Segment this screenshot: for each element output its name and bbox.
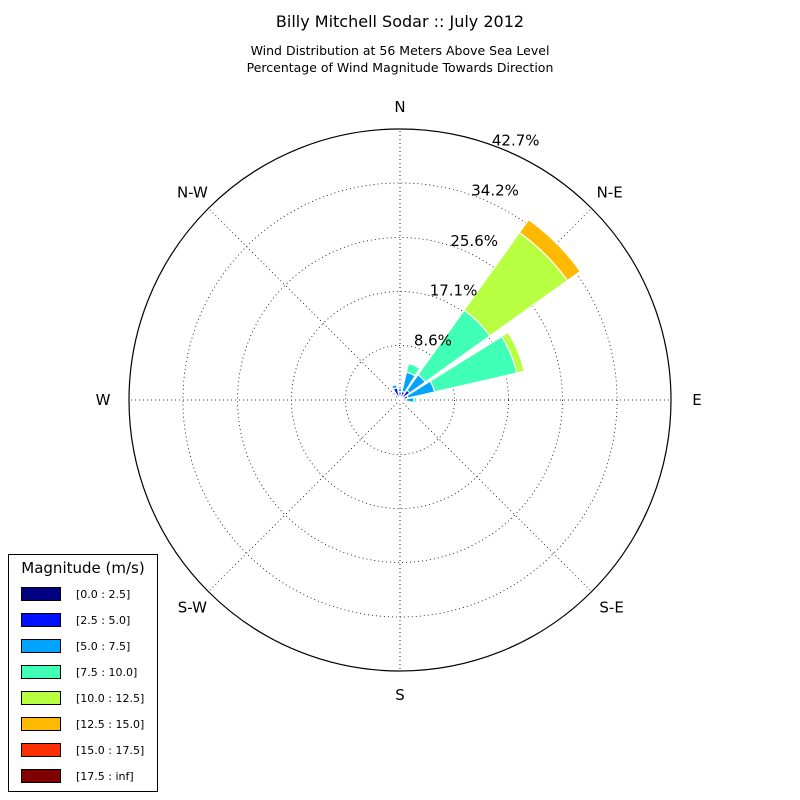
grid-spoke (399, 399, 592, 592)
outer-ring (128, 128, 672, 672)
radial-tick-label: 8.6% (414, 332, 452, 350)
legend-label: [15.0 : 17.5] (76, 744, 145, 757)
legend-swatch (21, 769, 61, 783)
grid-ring (345, 345, 455, 455)
chart-title: Billy Mitchell Sodar :: July 2012 (275, 12, 525, 31)
wind-bar-segment (390, 383, 398, 391)
wind-bar-segment (405, 362, 421, 377)
legend-swatch (21, 613, 61, 627)
subtitle-line-1: Wind Distribution at 56 Meters Above Sea… (250, 43, 550, 58)
legend-label: [2.5 : 5.0] (76, 614, 131, 627)
direction-label: S-E (599, 599, 623, 617)
wind-bar-segment (518, 218, 582, 282)
radial-tick-label: 17.1% (430, 282, 478, 300)
direction-label: N-E (597, 183, 623, 201)
direction-label: S (395, 686, 405, 704)
direction-label: N (394, 98, 405, 116)
direction-label: E (692, 391, 701, 409)
radial-tick-label: 34.2% (471, 181, 519, 199)
subtitle-line-2: Percentage of Wind Magnitude Towards Dir… (246, 60, 554, 75)
wind-bars (390, 218, 582, 404)
legend-swatch (21, 639, 61, 653)
chart-subtitle: Wind Distribution at 56 Meters Above Sea… (0, 42, 800, 76)
legend-title: Magnitude (m/s) (21, 559, 145, 577)
grid-spoke (208, 208, 401, 401)
legend-swatch (21, 665, 61, 679)
grid-spoke (208, 399, 401, 592)
legend-label: [5.0 : 7.5] (76, 640, 131, 653)
wind-bar-segment (500, 331, 526, 374)
legend-swatch (21, 743, 61, 757)
legend-label: [7.5 : 10.0] (76, 666, 138, 679)
legend-label: [17.5 : inf] (76, 770, 134, 783)
polar-grid (129, 129, 671, 671)
radial-tick-label: 25.6% (450, 232, 498, 250)
wind-bar-segment (397, 387, 403, 393)
direction-label: N-W (177, 183, 208, 201)
radial-tick-label: 42.7% (492, 132, 540, 150)
grid-ring (182, 182, 618, 618)
legend-swatch (21, 717, 61, 731)
legend: Magnitude (m/s) [0.0 : 2.5] [2.5 : 5.0] [5… (8, 554, 158, 792)
wind-bar-segment (405, 397, 415, 403)
legend-swatch (21, 691, 61, 705)
grid-ring (237, 237, 563, 563)
legend-label: [10.0 : 12.5] (76, 692, 145, 705)
legend-label: [12.5 : 15.0] (76, 718, 145, 731)
direction-label: W (96, 391, 111, 409)
axis-labels: N N-E E S-E S S-W W N-W 8.6% 17.1% 25.6% 34.2% 42.7% (96, 98, 702, 704)
legend-swatch (21, 587, 61, 601)
outer-frame (128, 128, 672, 672)
legend-label: [0.0 : 2.5] (76, 588, 131, 601)
wind-bar-segment (413, 396, 418, 404)
wind-bar-segment (401, 399, 405, 403)
direction-label: S-W (178, 599, 207, 617)
